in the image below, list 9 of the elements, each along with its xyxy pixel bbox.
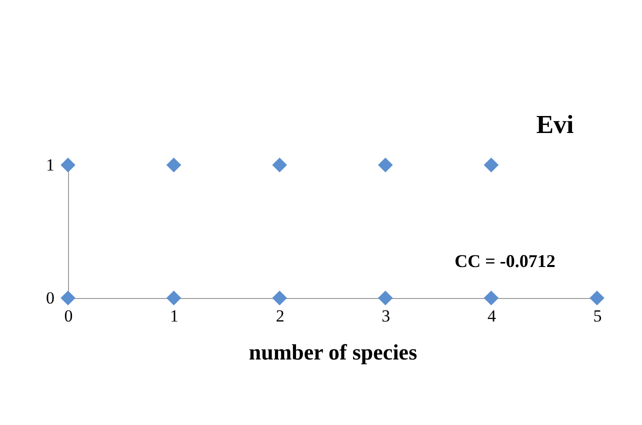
- x-tick-label: 4: [487, 306, 496, 326]
- x-tick-label: 3: [382, 306, 390, 326]
- annotation: CC = -0.0712: [454, 251, 556, 271]
- x-tick-label: 2: [276, 306, 284, 326]
- chart-title: Evi: [536, 110, 574, 139]
- x-tick-label: 0: [64, 306, 73, 326]
- x-tick-label: 5: [593, 306, 602, 326]
- x-tick-label: 1: [170, 306, 179, 326]
- x-axis-title: number of species: [248, 340, 418, 364]
